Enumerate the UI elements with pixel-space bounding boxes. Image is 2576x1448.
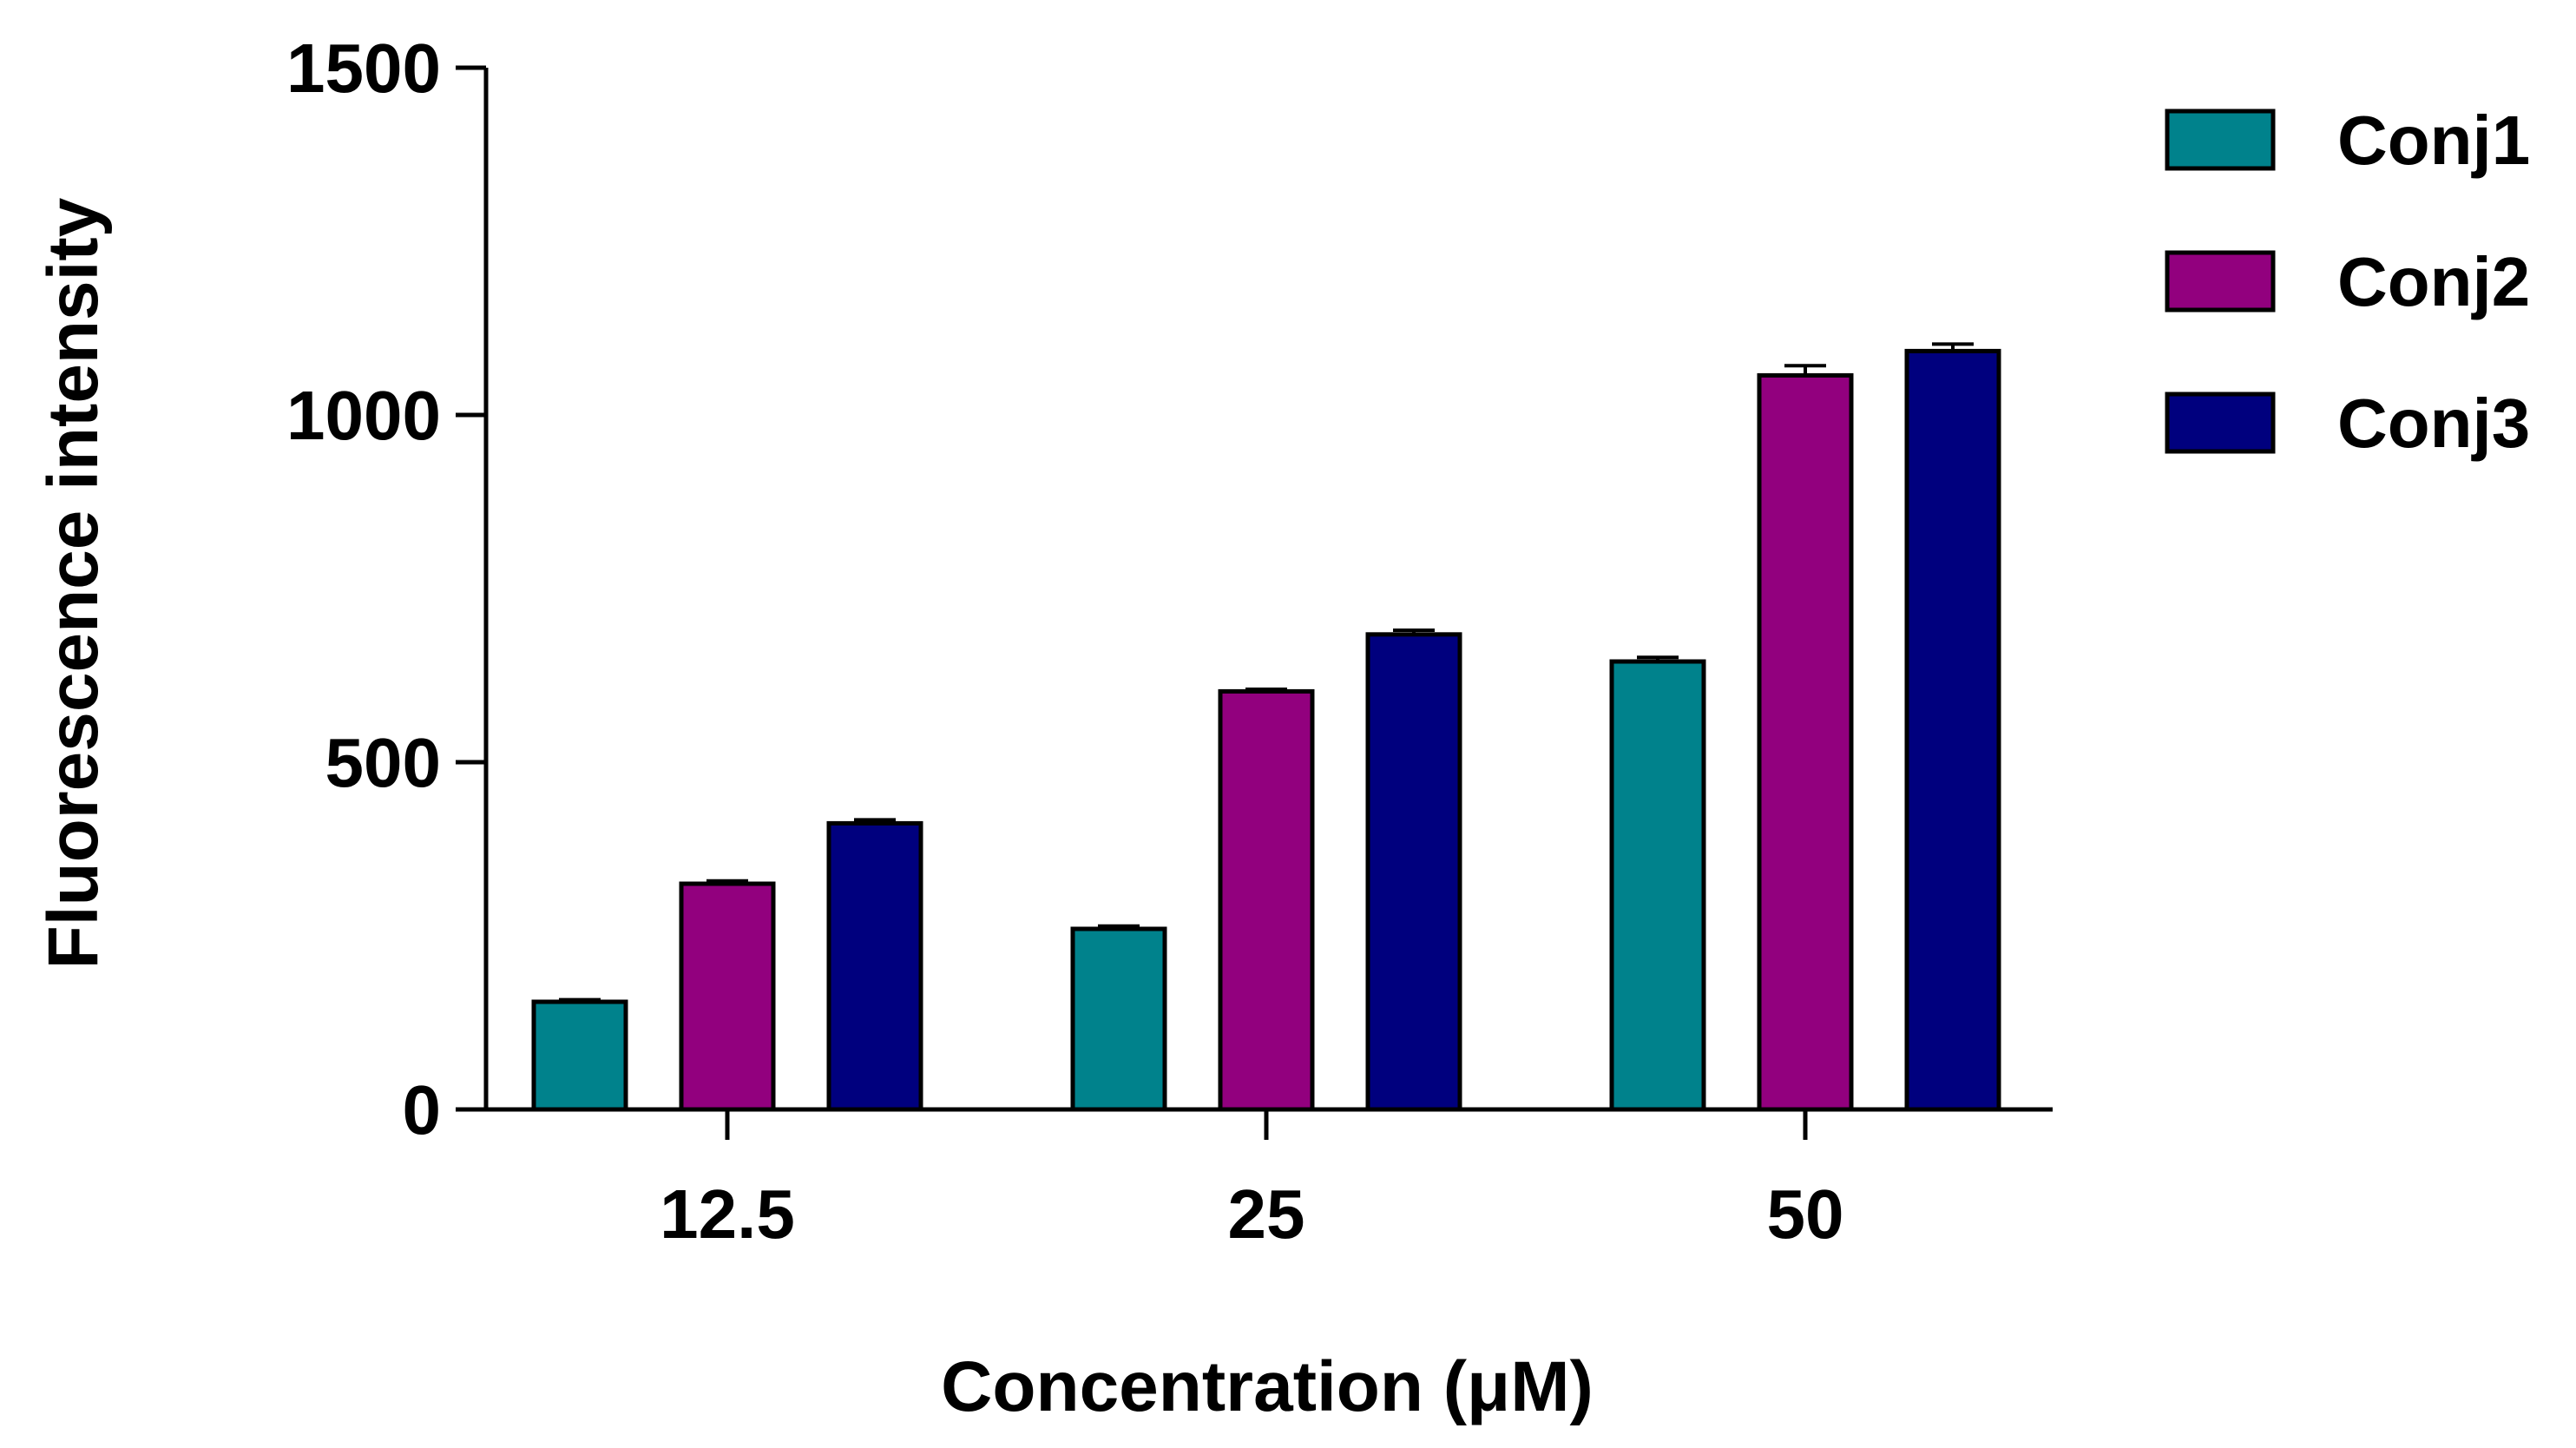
bar-conj3-25 (1365, 632, 1462, 1112)
axes-layer (483, 68, 2053, 1112)
bar-conj1-50 (1609, 659, 1706, 1112)
error-bars-layer (559, 342, 1974, 1002)
x-tick-label: 12.5 (660, 1175, 795, 1253)
bar-conj2-25 (1218, 688, 1315, 1112)
bar-conj2-50 (1757, 372, 1854, 1112)
x-tick-label: 50 (1767, 1175, 1844, 1253)
x-tick-label: 25 (1228, 1175, 1305, 1253)
y-tick-label: 0 (403, 1071, 442, 1149)
y-tick-label: 1500 (286, 30, 441, 107)
y-tick-label: 1000 (286, 377, 441, 454)
bar-conj3-12.5 (826, 820, 923, 1112)
x-axis-title: Concentration (μM) (941, 1347, 1594, 1426)
y-axis-title: Fluorescence intensity (34, 197, 113, 969)
bar-conj1-12.5 (531, 999, 628, 1112)
legend: Conj1 Conj2 Conj3 (2165, 102, 2530, 462)
legend-label-conj2: Conj2 (2337, 243, 2530, 320)
bars-layer (531, 348, 2001, 1112)
legend-swatch-conj1 (2165, 109, 2276, 171)
y-ticks: 0 500 1000 1500 (286, 30, 486, 1149)
legend-swatch-conj2 (2165, 250, 2276, 313)
bar-conj3-50 (1904, 348, 2001, 1112)
y-tick-label: 500 (325, 724, 441, 801)
legend-label-conj1: Conj1 (2337, 102, 2530, 179)
bar-conj1-25 (1070, 926, 1167, 1112)
legend-label-conj3: Conj3 (2337, 385, 2530, 462)
x-ticks: 12.5 25 50 (660, 1109, 1843, 1253)
bar-conj2-12.5 (679, 881, 776, 1112)
legend-swatch-conj3 (2165, 392, 2276, 454)
